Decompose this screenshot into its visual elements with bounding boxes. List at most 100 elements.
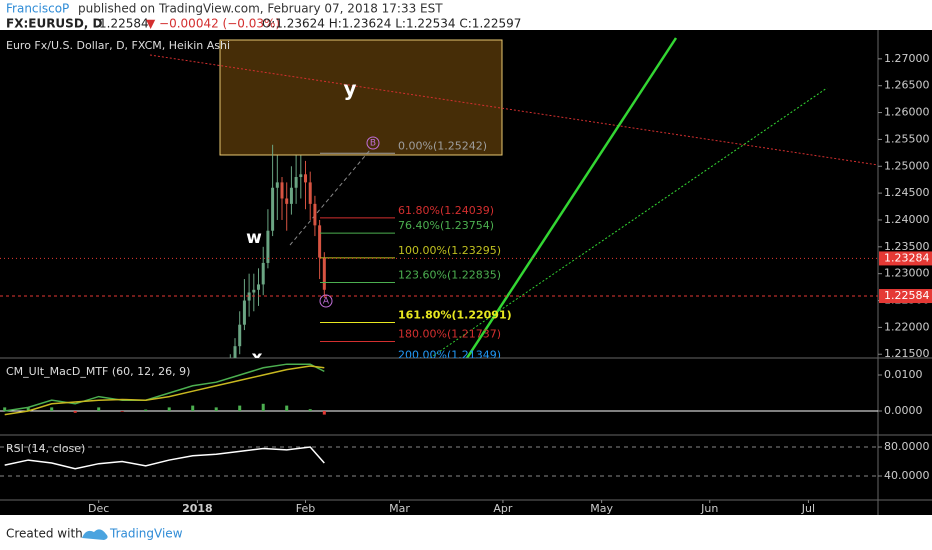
- indicator-line: [4, 446, 325, 470]
- histogram-bar: [238, 405, 242, 411]
- y-tick-label: 1.25000: [884, 159, 930, 172]
- price-marker: [879, 251, 932, 266]
- y-tick-label: 1.22000: [884, 320, 930, 333]
- histogram-bar: [26, 407, 30, 411]
- candle-body: [238, 324, 242, 347]
- indicator-line: [4, 363, 325, 412]
- wave-label: x: [252, 348, 263, 368]
- candle-body: [266, 230, 270, 263]
- histogram-bar: [144, 409, 148, 411]
- candle-body: [299, 174, 303, 178]
- y-tick-label: 1.24000: [884, 213, 930, 226]
- y-tick-label: 0.0100: [884, 368, 923, 381]
- fib-label: 180.00%(1.21737): [398, 328, 501, 341]
- histogram-bar: [120, 410, 124, 412]
- x-tick-label: Feb: [296, 502, 315, 515]
- candle-body: [280, 182, 284, 199]
- candle-body: [289, 187, 293, 204]
- fib-label: 100.00%(1.23295): [398, 244, 501, 257]
- candle-body: [233, 346, 237, 358]
- x-tick-label: Mar: [389, 502, 410, 515]
- y-tick-label: 1.26000: [884, 106, 930, 119]
- wave-label: w: [246, 228, 262, 248]
- fib-label: 76.40%(1.23754): [398, 219, 494, 232]
- histogram-bar: [97, 407, 101, 411]
- trend-line: [465, 37, 678, 358]
- histogram-bar: [50, 407, 54, 411]
- pane: [0, 363, 878, 416]
- wave-label: A: [323, 297, 330, 307]
- pane-title: RSI (14, close): [6, 442, 85, 455]
- fib-label: 123.60%(1.22835): [398, 269, 501, 282]
- x-tick-label: May: [590, 502, 613, 515]
- last-price: 1.22584: [99, 17, 149, 31]
- pane: [0, 446, 878, 477]
- wave-marker: [319, 294, 333, 308]
- target-box: [219, 39, 503, 156]
- candle-body: [285, 198, 289, 204]
- x-tick-label: Apr: [493, 502, 513, 515]
- x-tick-label: Jun: [700, 502, 718, 515]
- footer: [0, 515, 932, 550]
- histogram-bar: [73, 410, 77, 413]
- histogram-bar: [308, 409, 312, 411]
- candle-body: [261, 262, 265, 285]
- y-tick-label: 0.0000: [884, 404, 923, 417]
- histogram-bar: [191, 405, 195, 411]
- histogram-bar: [167, 407, 171, 411]
- footer-text: Created with: [6, 527, 83, 541]
- ohlc: O:1.23624 H:1.23624 L:1.22534 C:1.22597: [262, 17, 521, 31]
- y-tick-label: 1.23000: [884, 267, 930, 280]
- candle-body: [271, 187, 275, 231]
- y-tick-label: 1.27000: [884, 52, 930, 65]
- brand[interactable]: TradingView: [109, 527, 183, 541]
- fib-label: 200.00%(1.21349): [398, 348, 501, 361]
- chart-background: [0, 30, 932, 515]
- candle-body: [242, 300, 246, 325]
- histogram-bar: [214, 407, 218, 411]
- price-marker-label: 1.23284: [884, 251, 930, 264]
- candle-body: [322, 257, 326, 290]
- y-tick-label: 1.24500: [884, 186, 930, 199]
- histogram-bar: [322, 410, 326, 415]
- price-marker: [879, 289, 932, 304]
- candle-body: [294, 177, 298, 188]
- pane-title: Euro Fx/U.S. Dollar, D, FXCM, Heikin Ash…: [6, 39, 230, 52]
- published: published on TradingView.com, February 0…: [78, 2, 443, 16]
- y-tick-label: 1.25500: [884, 132, 930, 145]
- candle-body: [318, 225, 322, 258]
- symbol: FX:EURUSD, D: [6, 17, 103, 31]
- change: ▼ −0.00042 (−0.03%): [146, 17, 280, 31]
- trend-line: [429, 87, 828, 358]
- candle-body: [252, 289, 256, 293]
- candle-body: [247, 292, 251, 301]
- y-tick-label: 1.21500: [884, 347, 930, 360]
- y-tick-label: 1.23500: [884, 240, 930, 253]
- histogram-bar: [3, 407, 7, 411]
- price-marker-label: 1.22584: [884, 289, 930, 302]
- trend-line: [149, 54, 878, 166]
- pane: 0.00%(1.25242) 61.80%(1.24039) 76.40%(1.23…: [229, 77, 512, 368]
- pane-title: CM_Ult_MacD_MTF (60, 12, 26, 9): [6, 365, 190, 378]
- x-tick-label: Jul: [801, 502, 815, 515]
- fib-label: 61.80%(1.24039): [398, 204, 494, 217]
- wave-label: y: [343, 77, 356, 101]
- wave-label: B: [370, 139, 376, 149]
- histogram-bar: [261, 403, 265, 411]
- fib-label: 0.00%(1.25242): [398, 139, 487, 152]
- candle-body: [304, 174, 308, 183]
- candle-body: [308, 182, 312, 204]
- x-tick-label: 2018: [182, 502, 213, 515]
- candle-body: [257, 284, 261, 290]
- publisher[interactable]: FranciscoP: [6, 2, 69, 16]
- fib-label: 161.80%(1.22091): [398, 308, 512, 321]
- logo: [82, 529, 108, 540]
- y-tick-label: 80.0000: [884, 440, 930, 453]
- indicator-line: [4, 365, 325, 416]
- candle-body: [275, 182, 279, 188]
- histogram-bar: [285, 405, 289, 411]
- y-tick-label: 1.26500: [884, 79, 930, 92]
- candle-body: [313, 203, 317, 226]
- drawings: [149, 37, 878, 358]
